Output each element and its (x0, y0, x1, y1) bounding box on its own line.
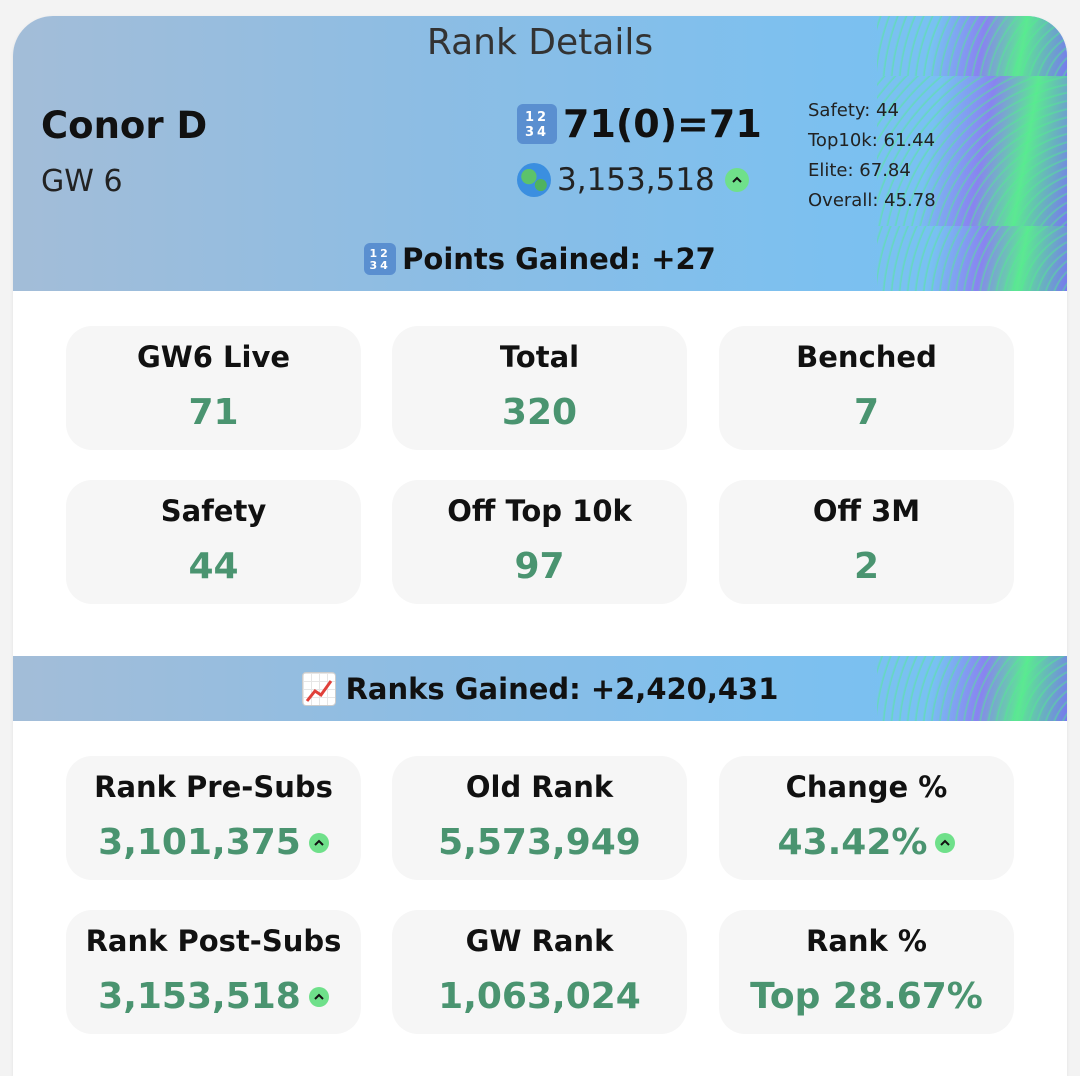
tile-label: GW Rank (465, 924, 614, 958)
page-title: Rank Details (426, 22, 654, 63)
tile-value-text: 320 (501, 392, 578, 433)
globe-icon (517, 163, 551, 197)
tile-value-text: 2 (853, 546, 880, 587)
decorative-swirl (877, 226, 1067, 291)
tile-value-text: 3,101,375 (98, 822, 301, 863)
numbers-icon: 12 34 (364, 242, 397, 275)
decorative-swirl (877, 76, 1067, 226)
tile-rank-post-subs: Rank Post-Subs 3,153,518 (66, 910, 361, 1034)
overall-rank-value: 3,153,518 (557, 162, 715, 198)
points-gained-header: 12 34 Points Gained: +27 (13, 226, 1067, 291)
chart-increasing-icon (301, 671, 336, 706)
tile-value: 44 (66, 546, 361, 587)
gameweek-label: GW 6 (41, 164, 123, 199)
tile-label: Safety (160, 494, 267, 528)
decorative-swirl (877, 16, 1067, 78)
tile-value: 320 (392, 392, 687, 433)
tile-value: 3,101,375 (66, 822, 361, 863)
tile-value: 2 (719, 546, 1014, 587)
tile-total: Total 320 (392, 326, 687, 450)
tile-benched: Benched 7 (719, 326, 1014, 450)
tile-value: 5,573,949 (392, 822, 687, 863)
tile-gw-live: GW6 Live 71 (66, 326, 361, 450)
tile-label: Old Rank (465, 770, 614, 804)
numbers-icon: 12 34 (517, 104, 557, 144)
tile-value-text: 43.42% (777, 822, 928, 863)
tile-value-text: 97 (514, 546, 565, 587)
tile-value-text: 1,063,024 (438, 976, 641, 1017)
tile-gw-rank: GW Rank 1,063,024 (392, 910, 687, 1034)
tile-off-top-10k: Off Top 10k 97 (392, 480, 687, 604)
tile-label: Change % (785, 770, 948, 804)
tile-label: Rank Post-Subs (85, 924, 342, 958)
stat-top10k: Top10k: 61.44 (808, 130, 936, 151)
tile-value: 1,063,024 (392, 976, 687, 1017)
up-arrow-icon (935, 832, 956, 853)
tile-value-text: 7 (853, 392, 880, 433)
side-stats: Safety: 44 Top10k: 61.44 Elite: 67.84 Ov… (808, 96, 936, 216)
tile-change-percent: Change % 43.42% (719, 756, 1014, 880)
up-arrow-icon (724, 168, 749, 192)
overall-rank-line: 3,153,518 (517, 162, 749, 198)
tile-label: Rank % (806, 924, 927, 958)
tile-label: Total (499, 340, 580, 374)
tile-rank-percent: Rank % Top 28.67% (719, 910, 1014, 1034)
tile-value: Top 28.67% (719, 976, 1014, 1017)
tile-rank-pre-subs: Rank Pre-Subs 3,101,375 (66, 756, 361, 880)
tile-value-text: 44 (188, 546, 239, 587)
score-value: 71(0)=71 (563, 102, 762, 146)
tile-value-text: 5,573,949 (438, 822, 641, 863)
up-arrow-icon (308, 832, 329, 853)
score-line: 12 34 71(0)=71 (517, 102, 762, 146)
tile-value-text: 3,153,518 (98, 976, 301, 1017)
manager-name: Conor D (41, 104, 208, 147)
tile-old-rank: Old Rank 5,573,949 (392, 756, 687, 880)
tile-value: 3,153,518 (66, 976, 361, 1017)
up-arrow-icon (308, 986, 329, 1007)
ranks-gained-label: Ranks Gained: +2,420,431 (345, 671, 779, 706)
tile-label: GW6 Live (136, 340, 291, 374)
tile-label: Off Top 10k (447, 494, 632, 528)
title-band: Rank Details (13, 16, 1067, 78)
stat-safety: Safety: 44 (808, 100, 899, 121)
rank-details-card: Rank Details Conor D GW 6 12 34 71(0)=71 … (13, 16, 1067, 1076)
user-summary: Conor D GW 6 12 34 71(0)=71 3,153,518 Saf… (13, 76, 1067, 226)
tile-value: 7 (719, 392, 1014, 433)
tile-value-text: Top 28.67% (750, 976, 983, 1017)
tile-value: 43.42% (719, 822, 1014, 863)
points-gained-label: Points Gained: +27 (402, 241, 716, 276)
stat-overall: Overall: 45.78 (808, 190, 936, 211)
tile-label: Off 3M (812, 494, 921, 528)
tile-label: Benched (796, 340, 937, 374)
stat-elite: Elite: 67.84 (808, 160, 911, 181)
ranks-gained-header: Ranks Gained: +2,420,431 (13, 656, 1067, 721)
tile-safety: Safety 44 (66, 480, 361, 604)
tile-label: Rank Pre-Subs (94, 770, 333, 804)
tile-off-3m: Off 3M 2 (719, 480, 1014, 604)
tile-value: 97 (392, 546, 687, 587)
tile-value: 71 (66, 392, 361, 433)
tile-value-text: 71 (188, 392, 239, 433)
decorative-swirl (877, 656, 1067, 721)
